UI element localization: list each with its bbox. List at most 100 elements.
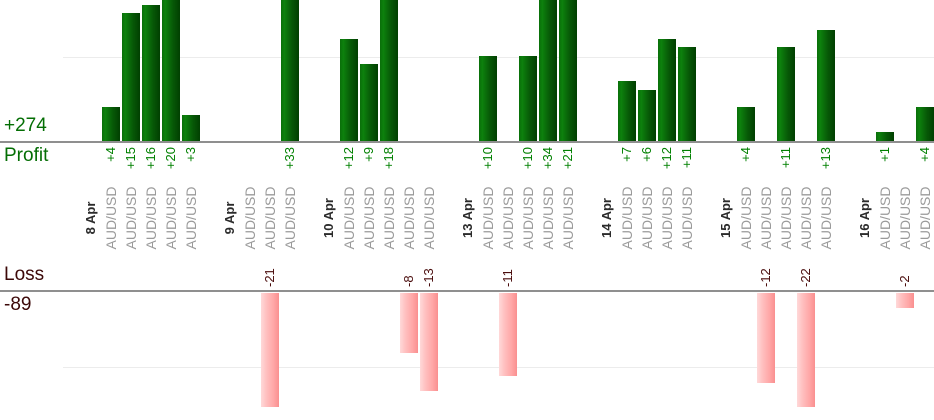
profit-bar	[737, 107, 755, 141]
profit-value-label: +10	[480, 147, 495, 170]
date-label: 13 Apr	[460, 198, 475, 238]
symbol-label: AUD/USD	[341, 186, 357, 250]
trade-column: +11 AUD/USD	[777, 0, 795, 420]
loss-axis-title: Loss	[4, 264, 45, 285]
loss-value-label: -8	[401, 275, 416, 287]
symbol-label: AUD/USD	[262, 186, 278, 250]
date-group: 16 Apr +1 AUD/USD -2 AUD/USD +4 AUD/USD	[856, 0, 934, 420]
symbol-label: AUD/USD	[540, 186, 556, 250]
trade-column: +34 AUD/USD	[539, 0, 557, 420]
profit-value-label: +3	[183, 147, 198, 162]
profit-bar	[817, 30, 835, 141]
trade-column: +10 AUD/USD	[519, 0, 537, 420]
profit-value-label: +9	[361, 147, 376, 162]
date-column: 13 Apr	[459, 0, 477, 420]
trade-column: +6 AUD/USD	[638, 0, 656, 420]
profit-value-label: +12	[659, 147, 674, 170]
date-group: 14 Apr +7 AUD/USD +6 AUD/USD +12 AUD/USD +11 AUD…	[598, 0, 696, 420]
profit-bar	[618, 81, 636, 141]
symbol-label: AUD/USD	[421, 186, 437, 250]
loss-value-label: -21	[262, 268, 277, 287]
symbol-label: AUD/USD	[798, 186, 814, 250]
profit-value-label: +10	[520, 147, 535, 170]
profit-gridline-10	[63, 57, 934, 58]
profit-value-label: +12	[341, 147, 356, 170]
loss-bar	[499, 293, 517, 376]
symbol-label: AUD/USD	[877, 186, 893, 250]
date-label: 10 Apr	[321, 198, 336, 238]
profit-axis-line	[0, 141, 934, 143]
trade-column: +4 AUD/USD	[737, 0, 755, 420]
date-column: 10 Apr	[320, 0, 338, 420]
date-group: 10 Apr +12 AUD/USD +9 AUD/USD +18 AUD/USD -8 AUD…	[320, 0, 438, 420]
profit-total-label: +274	[4, 115, 47, 136]
profit-value-label: +4	[103, 147, 118, 162]
trade-column: +1 AUD/USD	[876, 0, 894, 420]
trade-column: +10 AUD/USD	[479, 0, 497, 420]
profit-value-label: +7	[619, 147, 634, 162]
symbol-label: AUD/USD	[183, 186, 199, 250]
profit-bar	[559, 0, 577, 141]
loss-bar	[420, 293, 438, 391]
profit-bar	[122, 13, 140, 141]
date-column: 16 Apr	[856, 0, 874, 420]
profit-bar	[281, 0, 299, 141]
trade-column: -2 AUD/USD	[896, 0, 914, 420]
profit-bar	[777, 47, 795, 141]
bar-groups: 8 Apr +4 AUD/USD +15 AUD/USD +16 AUD/USD +20 AUD…	[82, 0, 934, 420]
date-column: 14 Apr	[598, 0, 616, 420]
trade-column: +7 AUD/USD	[618, 0, 636, 420]
loss-axis-line	[0, 290, 934, 292]
symbol-label: AUD/USD	[103, 186, 119, 250]
profit-bar	[638, 90, 656, 141]
symbol-label: AUD/USD	[500, 186, 516, 250]
loss-bar	[757, 293, 775, 383]
loss-bar	[896, 293, 914, 308]
symbol-label: AUD/USD	[917, 186, 933, 250]
profit-axis-title: Profit	[4, 145, 49, 166]
date-group: 8 Apr +4 AUD/USD +15 AUD/USD +16 AUD/USD +20 AUD…	[82, 0, 200, 420]
profit-bar	[519, 56, 537, 141]
profit-value-label: +4	[738, 147, 753, 162]
trade-column: +33 AUD/USD	[281, 0, 299, 420]
date-column: 9 Apr	[221, 0, 239, 420]
trade-column: +21 AUD/USD	[559, 0, 577, 420]
loss-value-label: -2	[897, 275, 912, 287]
profit-bar	[162, 0, 180, 141]
date-label: 8 Apr	[83, 201, 98, 235]
trade-column: -11 AUD/USD	[499, 0, 517, 420]
symbol-label: AUD/USD	[123, 186, 139, 250]
symbol-label: AUD/USD	[401, 186, 417, 250]
profit-bar	[340, 39, 358, 141]
symbol-label: AUD/USD	[381, 186, 397, 250]
date-column: 15 Apr	[717, 0, 735, 420]
symbol-label: AUD/USD	[897, 186, 913, 250]
date-group: 15 Apr +4 AUD/USD -12 AUD/USD +11 AUD/USD -22 AU…	[717, 0, 835, 420]
date-label: 16 Apr	[857, 198, 872, 238]
profit-bar	[916, 107, 934, 141]
symbol-label: AUD/USD	[659, 186, 675, 250]
symbol-label: AUD/USD	[818, 186, 834, 250]
profit-bar	[479, 56, 497, 141]
symbol-label: AUD/USD	[520, 186, 536, 250]
loss-bar	[797, 293, 815, 407]
trade-column: +4 AUD/USD	[916, 0, 934, 420]
symbol-label: AUD/USD	[679, 186, 695, 250]
profit-bar	[380, 0, 398, 141]
profit-value-label: +33	[282, 147, 297, 170]
profit-bar	[360, 64, 378, 141]
trade-column: +4 AUD/USD	[102, 0, 120, 420]
profit-value-label: +11	[778, 147, 793, 169]
trade-column: +16 AUD/USD	[142, 0, 160, 420]
profit-value-label: +18	[381, 147, 396, 170]
trade-column: +20 AUD/USD	[162, 0, 180, 420]
loss-bar	[261, 293, 279, 407]
loss-gridline-minus10	[63, 367, 934, 368]
profit-value-label: +4	[917, 147, 932, 162]
date-label: 14 Apr	[599, 198, 614, 238]
profit-bar	[876, 132, 894, 141]
trade-column: +11 AUD/USD	[678, 0, 696, 420]
symbol-label: AUD/USD	[361, 186, 377, 250]
profit-value-label: +20	[163, 147, 178, 170]
